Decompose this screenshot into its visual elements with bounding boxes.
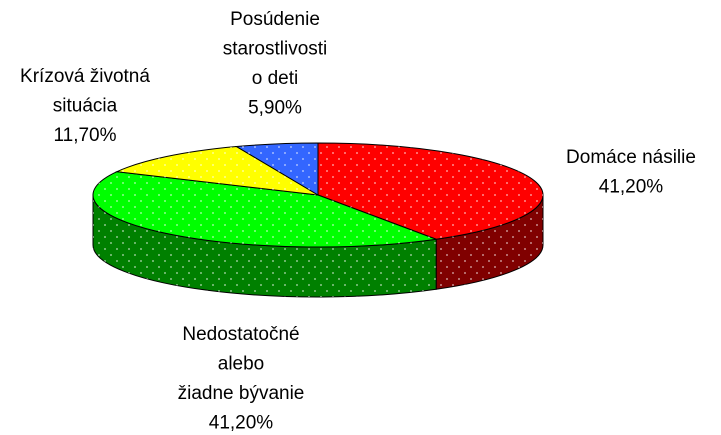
slice-label: Krízová životná: [20, 66, 150, 87]
slice-label: starostlivosti: [223, 39, 328, 60]
value-label: 11,70%: [53, 125, 116, 146]
slice-label: Domáce násilie: [566, 147, 696, 168]
slice-label: alebo: [218, 354, 265, 375]
slice-texture: [116, 146, 318, 195]
slice-side-texture: [436, 195, 543, 290]
slice-texture: [236, 143, 318, 195]
slice-label: žiadne bývanie: [178, 383, 305, 404]
value-label: 5,90%: [248, 98, 302, 119]
slice-label: situácia: [53, 96, 118, 117]
slice-texture: [93, 171, 437, 247]
slice-label: o deti: [252, 68, 298, 89]
slice-texture: [318, 143, 544, 240]
slice-label: Posúdenie: [230, 9, 320, 30]
value-label: 41,20%: [209, 413, 274, 434]
slice-label: Nedostatočné: [182, 324, 299, 345]
value-label: 41,20%: [599, 177, 664, 198]
